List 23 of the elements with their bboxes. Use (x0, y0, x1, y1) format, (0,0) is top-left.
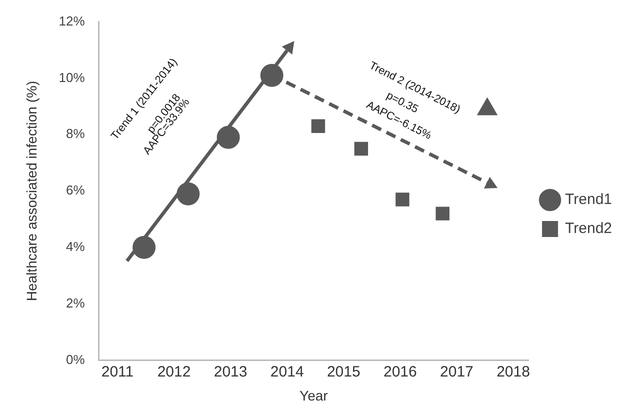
y-axis-title: Healthcare associated infection (%) (23, 80, 40, 302)
x-tick-label: 2018 (496, 363, 530, 380)
point (354, 142, 368, 156)
point (436, 206, 450, 220)
x-tick-label: 2014 (270, 363, 304, 380)
x-tick-label: 2013 (214, 363, 248, 380)
x-tick-label: 2016 (383, 363, 417, 380)
x-tick-label: 2017 (440, 363, 474, 380)
point (311, 119, 326, 134)
x-tick-label: 2011 (101, 363, 134, 380)
legend-label: Trend2 (565, 220, 612, 238)
y-tick-label: 12% (58, 13, 86, 28)
y-tick-label: 0% (66, 352, 86, 367)
y-tick-label: 4% (66, 238, 86, 254)
x-tick-label: 2015 (326, 363, 360, 380)
y-tick-label: 2% (66, 295, 86, 310)
x-axis-title: Year (300, 387, 328, 404)
y-tick-label: 10% (58, 70, 86, 85)
y-tick-label: 6% (66, 182, 86, 198)
legend-label: Trend1 (565, 191, 612, 208)
y-tick-label: 8% (66, 126, 86, 142)
x-tick-label: 2012 (157, 363, 191, 380)
point (396, 192, 410, 206)
